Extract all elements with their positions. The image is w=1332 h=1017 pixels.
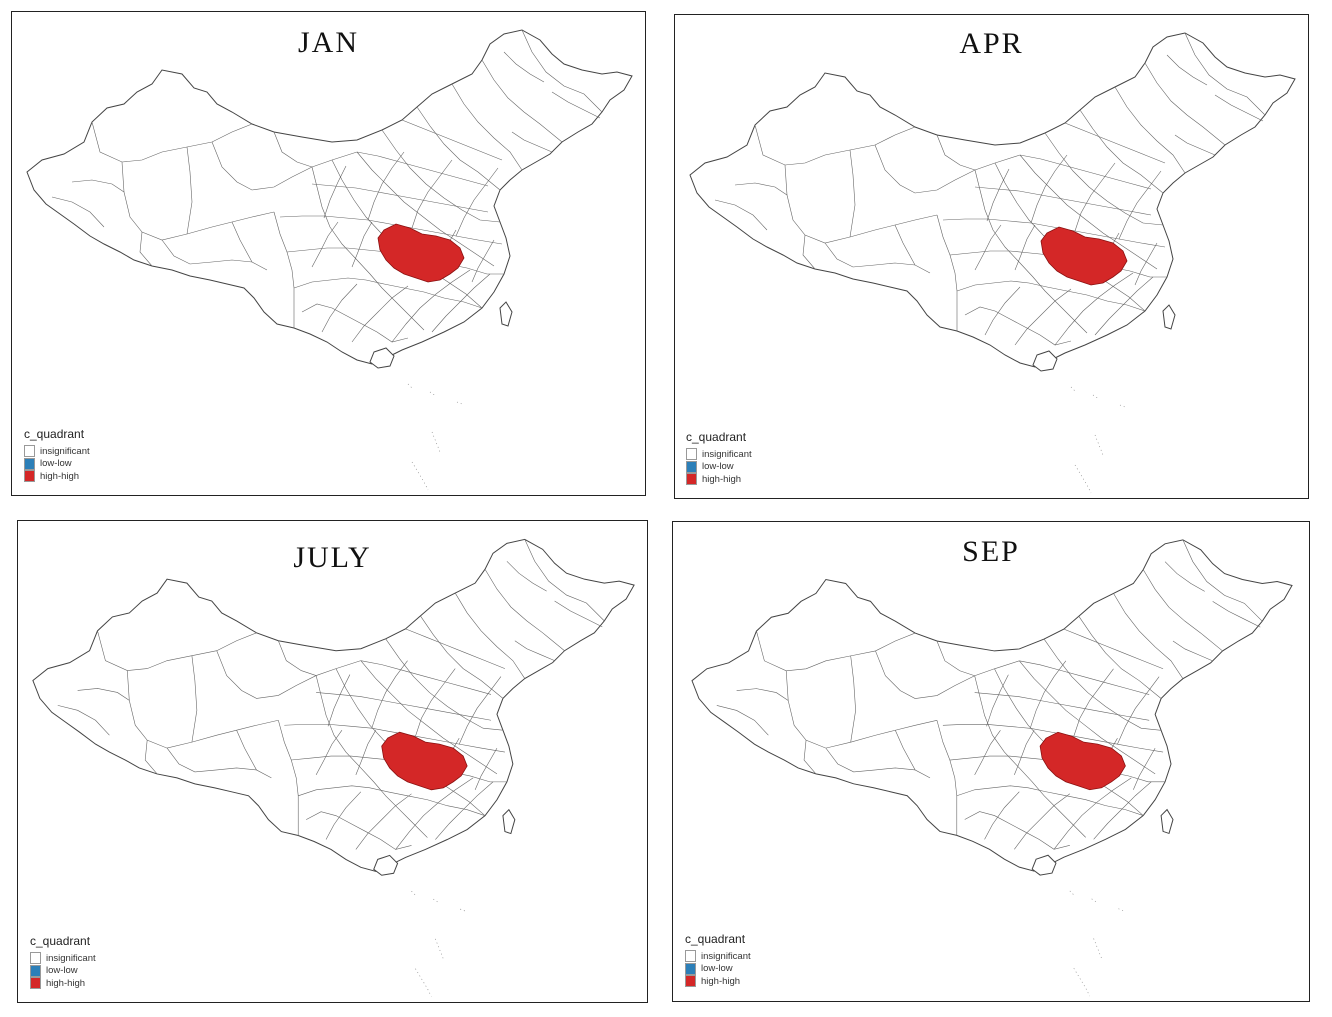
legend-item-high-high: high-high	[30, 977, 96, 990]
panel-title: JULY	[293, 541, 372, 574]
legend-item-high-high: high-high	[24, 470, 90, 483]
map-panel-sep: SEP c_quadrant insignificant low-low hig…	[672, 521, 1310, 1002]
map-panel-jan: JAN c_quadrant insignificant low-low hig…	[11, 11, 646, 496]
legend-item-low-low: low-low	[685, 962, 751, 976]
china-map	[26, 29, 633, 491]
map-panel-july: JULY c_quadrant insignificant low-low hi…	[17, 520, 648, 1003]
panel-title: APR	[959, 27, 1024, 60]
legend: c_quadrant insignificant low-low high-hi…	[685, 932, 751, 988]
legend-item-insignificant: insignificant	[30, 952, 96, 965]
panel-title: JAN	[297, 26, 359, 59]
legend-item-high-high: high-high	[686, 473, 752, 486]
legend-title: c_quadrant	[686, 430, 747, 444]
legend-title: c_quadrant	[685, 932, 746, 946]
legend-item-low-low: low-low	[30, 964, 96, 978]
legend-item-insignificant: insignificant	[24, 445, 90, 458]
legend-title: c_quadrant	[30, 934, 91, 948]
legend: c_quadrant insignificant low-low high-hi…	[24, 427, 90, 483]
legend-item-high-high: high-high	[685, 975, 751, 988]
legend: c_quadrant insignificant low-low high-hi…	[686, 430, 752, 486]
legend-item-low-low: low-low	[24, 457, 90, 471]
china-map	[691, 539, 1293, 997]
legend-item-low-low: low-low	[686, 460, 752, 474]
map-panel-apr: APR c_quadrant insignificant low-low hig…	[674, 14, 1309, 499]
legend-item-insignificant: insignificant	[686, 448, 752, 461]
legend: c_quadrant insignificant low-low high-hi…	[30, 934, 96, 990]
panel-title: SEP	[962, 535, 1020, 568]
legend-title: c_quadrant	[24, 427, 85, 441]
china-map	[689, 32, 1296, 494]
china-map	[32, 538, 635, 997]
legend-item-insignificant: insignificant	[685, 950, 751, 963]
